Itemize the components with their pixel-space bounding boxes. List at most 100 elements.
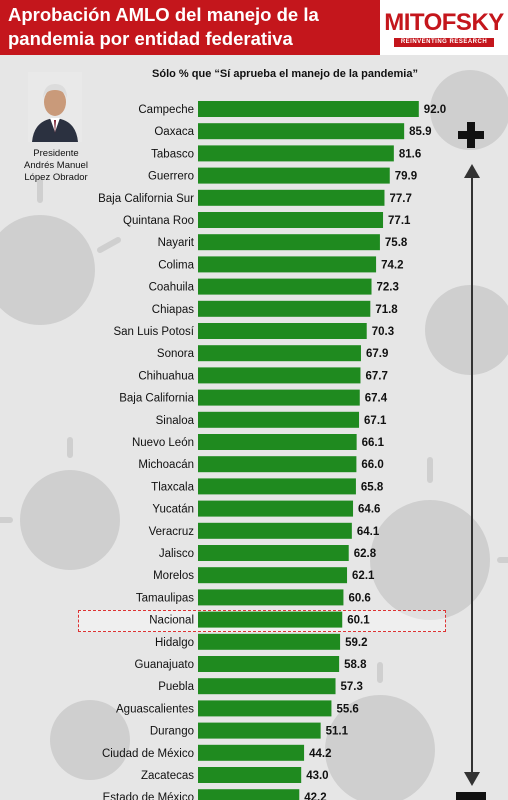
bar-30 <box>198 767 302 783</box>
value-label-9: 71.8 <box>375 304 398 316</box>
value-label-21: 62.1 <box>352 570 375 582</box>
value-label-19: 64.1 <box>357 526 380 538</box>
category-label-27: Aguascalientes <box>116 703 194 715</box>
president-label: Presidente Andrés Manuel López Obrador <box>6 148 106 184</box>
bar-6 <box>198 234 380 251</box>
value-label-26: 57.3 <box>341 681 363 693</box>
bar-20 <box>198 545 349 561</box>
bar-12 <box>198 367 361 384</box>
category-label-31: Estado de México <box>103 792 194 800</box>
value-label-25: 58.8 <box>344 659 367 671</box>
category-label-14: Sinaloa <box>156 415 195 427</box>
category-label-3: Guerrero <box>148 171 194 183</box>
value-label-4: 77.7 <box>389 193 411 205</box>
category-label-0: Campeche <box>138 104 194 116</box>
bar-27 <box>198 700 332 717</box>
value-label-10: 70.3 <box>372 326 394 338</box>
category-label-8: Coahuila <box>149 282 195 294</box>
header-title: Aprobación AMLO del manejo de la pandemi… <box>8 3 378 51</box>
bar-29 <box>198 744 305 761</box>
category-label-15: Nuevo León <box>132 437 194 449</box>
category-label-25: Guanajuato <box>135 659 194 671</box>
bar-21 <box>198 567 348 584</box>
bar-13 <box>198 389 360 406</box>
bar-0 <box>198 101 419 117</box>
value-label-3: 79.9 <box>395 171 417 183</box>
category-label-4: Baja California Sur <box>98 193 194 205</box>
bar-5 <box>198 212 384 228</box>
category-label-11: Sonora <box>157 348 195 360</box>
value-label-6: 75.8 <box>385 237 408 249</box>
category-label-12: Chihuahua <box>138 370 194 382</box>
value-label-15: 66.1 <box>362 437 385 449</box>
president-first-name: Andrés Manuel <box>24 160 88 171</box>
category-label-30: Zacatecas <box>141 770 194 782</box>
bar-26 <box>198 678 336 695</box>
category-label-6: Nayarit <box>158 237 195 249</box>
value-label-1: 85.9 <box>409 126 431 138</box>
category-label-10: San Luis Potosí <box>113 326 194 338</box>
category-label-29: Ciudad de México <box>102 748 194 760</box>
category-label-23: Nacional <box>149 615 194 627</box>
header-banner: Aprobación AMLO del manejo de la pandemi… <box>0 0 380 55</box>
bar-25 <box>198 656 340 672</box>
value-label-31: 42.2 <box>304 792 326 800</box>
bar-16 <box>198 456 357 473</box>
value-label-2: 81.6 <box>399 148 421 160</box>
value-label-28: 51.1 <box>326 726 349 738</box>
brand-logo: MITOFSKY REINVENTING RESEARCH <box>380 0 508 55</box>
bar-17 <box>198 478 356 495</box>
bar-31 <box>198 789 300 800</box>
brand-name: MITOFSKY <box>384 9 504 36</box>
bar-18 <box>198 500 354 517</box>
value-label-27: 55.6 <box>336 703 358 715</box>
value-label-24: 59.2 <box>345 637 367 649</box>
category-label-28: Durango <box>150 726 194 738</box>
bar-3 <box>198 167 390 184</box>
bar-28 <box>198 722 321 739</box>
double-arrow-icon <box>464 164 480 786</box>
value-label-11: 67.9 <box>366 348 388 360</box>
header-title-line2: pandemia por entidad federativa <box>8 28 293 49</box>
value-label-7: 74.2 <box>381 259 403 271</box>
president-title: Presidente <box>33 148 79 159</box>
value-label-22: 60.6 <box>348 592 370 604</box>
category-label-13: Baja California <box>119 393 194 405</box>
category-label-20: Jalisco <box>159 548 194 560</box>
value-label-18: 64.6 <box>358 504 380 516</box>
bar-15 <box>198 434 357 450</box>
category-label-18: Yucatán <box>152 504 194 516</box>
value-label-29: 44.2 <box>309 748 331 760</box>
bar-23 <box>198 611 343 628</box>
category-label-19: Veracruz <box>149 526 195 538</box>
category-label-9: Chiapas <box>152 304 194 316</box>
category-label-1: Oaxaca <box>154 126 194 138</box>
category-label-26: Puebla <box>158 681 194 693</box>
value-label-20: 62.8 <box>354 548 377 560</box>
category-label-22: Tamaulipas <box>136 592 194 604</box>
category-label-7: Colima <box>158 259 194 271</box>
value-label-17: 65.8 <box>361 481 384 493</box>
value-label-5: 77.1 <box>388 215 411 227</box>
value-label-30: 43.0 <box>306 770 328 782</box>
plus-icon <box>458 122 484 148</box>
bar-14 <box>198 411 360 428</box>
category-label-16: Michoacán <box>138 459 194 471</box>
value-label-14: 67.1 <box>364 415 387 427</box>
bar-22 <box>198 589 344 606</box>
bar-9 <box>198 300 371 317</box>
value-label-23: 60.1 <box>347 615 370 627</box>
category-label-21: Morelos <box>153 570 194 582</box>
value-label-12: 67.7 <box>365 370 387 382</box>
bar-7 <box>198 256 377 273</box>
category-label-24: Hidalgo <box>155 637 194 649</box>
brand-tagline: REINVENTING RESEARCH <box>394 38 494 47</box>
category-label-5: Quintana Roo <box>123 215 194 227</box>
value-label-0: 92.0 <box>424 104 446 116</box>
chart-subtitle: Sólo % que “Sí aprueba el manejo de la p… <box>152 68 418 80</box>
category-label-2: Tabasco <box>151 148 194 160</box>
bar-10 <box>198 323 367 339</box>
bar-2 <box>198 145 394 162</box>
